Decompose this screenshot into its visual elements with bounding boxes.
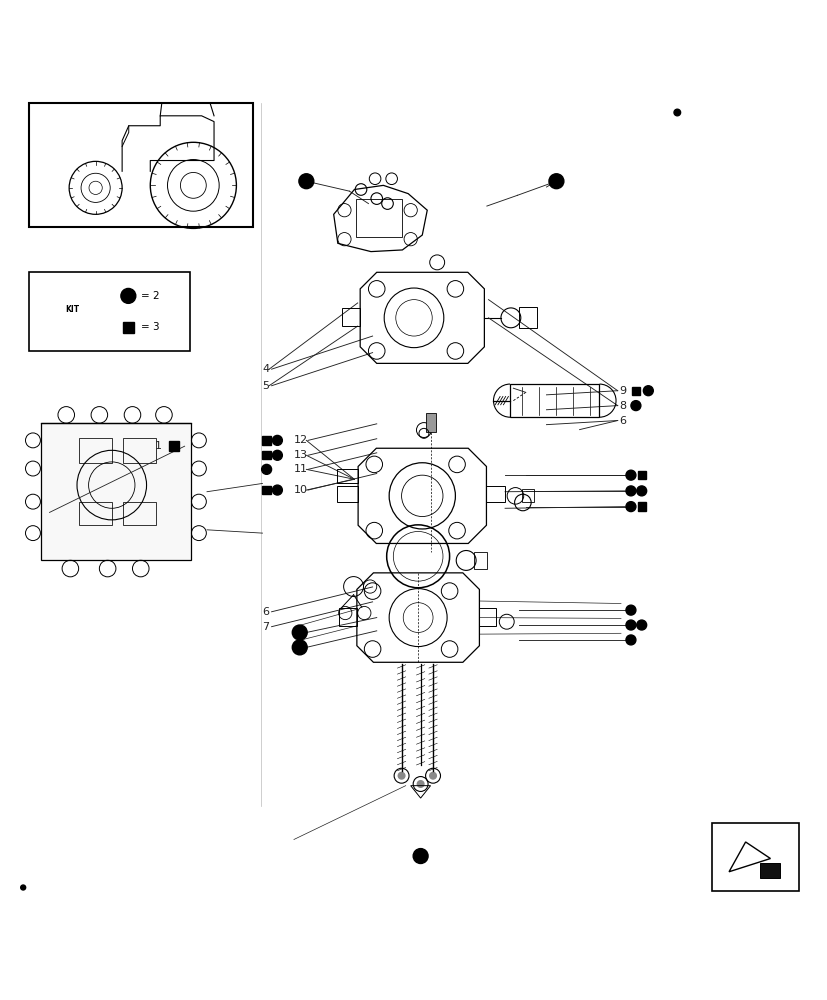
Circle shape xyxy=(630,401,640,411)
Bar xyxy=(41,423,190,560)
Circle shape xyxy=(272,485,282,495)
Bar xyxy=(29,103,252,227)
Text: 8: 8 xyxy=(619,401,626,411)
Circle shape xyxy=(625,620,635,630)
Circle shape xyxy=(548,174,563,189)
Bar xyxy=(262,486,270,494)
Circle shape xyxy=(121,288,136,303)
Circle shape xyxy=(272,450,282,460)
Circle shape xyxy=(636,620,646,630)
Bar xyxy=(356,199,401,237)
Bar xyxy=(637,471,645,479)
Circle shape xyxy=(625,502,635,512)
Text: 7: 7 xyxy=(261,622,269,632)
Bar xyxy=(337,486,357,502)
Bar xyxy=(474,552,486,569)
Bar xyxy=(122,502,155,525)
Text: 4: 4 xyxy=(261,364,269,374)
Text: 11: 11 xyxy=(294,464,308,474)
Circle shape xyxy=(292,625,307,640)
Bar xyxy=(486,486,504,502)
Circle shape xyxy=(429,772,436,779)
Bar xyxy=(711,823,798,891)
Circle shape xyxy=(272,435,282,445)
Bar xyxy=(79,438,112,463)
Bar xyxy=(758,863,779,878)
Bar xyxy=(425,413,435,432)
Circle shape xyxy=(643,386,653,396)
Circle shape xyxy=(625,635,635,645)
Bar xyxy=(631,387,639,395)
Text: = 3: = 3 xyxy=(141,322,159,332)
Bar xyxy=(479,608,495,626)
Bar xyxy=(169,441,179,451)
Text: 12: 12 xyxy=(294,435,308,445)
Text: 1: 1 xyxy=(155,441,161,451)
Bar xyxy=(337,469,357,483)
Bar xyxy=(29,272,190,351)
Bar xyxy=(338,608,356,626)
Bar xyxy=(262,451,270,459)
Bar xyxy=(122,322,134,333)
Circle shape xyxy=(636,486,646,496)
Circle shape xyxy=(417,781,423,787)
Circle shape xyxy=(673,109,680,116)
Circle shape xyxy=(21,885,26,890)
Circle shape xyxy=(292,640,307,655)
Circle shape xyxy=(625,486,635,496)
Bar xyxy=(262,436,270,445)
Text: 5: 5 xyxy=(262,381,269,391)
Bar xyxy=(522,489,534,502)
Bar xyxy=(342,308,360,326)
Circle shape xyxy=(625,470,635,480)
Text: = 2: = 2 xyxy=(141,291,159,301)
Bar xyxy=(637,502,645,511)
Circle shape xyxy=(413,849,428,863)
Circle shape xyxy=(398,772,404,779)
Bar xyxy=(519,307,537,328)
Circle shape xyxy=(299,174,313,189)
Bar xyxy=(79,502,112,525)
Circle shape xyxy=(625,605,635,615)
Text: 10: 10 xyxy=(294,485,308,495)
Circle shape xyxy=(261,464,271,474)
Text: 13: 13 xyxy=(294,450,308,460)
Bar xyxy=(122,438,155,463)
Text: KIT: KIT xyxy=(65,305,79,314)
Text: 6: 6 xyxy=(619,416,625,426)
Bar xyxy=(154,159,162,175)
Text: 6: 6 xyxy=(262,607,269,617)
Bar xyxy=(509,384,599,417)
Text: 9: 9 xyxy=(619,386,626,396)
